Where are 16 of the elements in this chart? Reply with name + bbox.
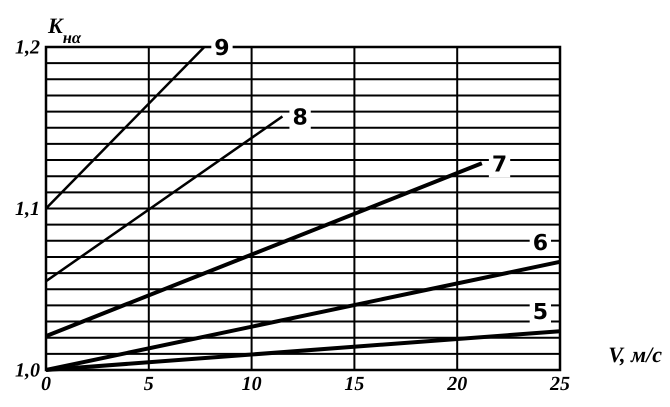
y-tick-label: 1,2 <box>15 36 40 58</box>
y-tick-label: 1,1 <box>15 198 40 220</box>
x-tick-label: 5 <box>144 373 154 396</box>
series-label: 6 <box>532 230 548 256</box>
y-axis-title: K$_{нα}$ <box>47 13 82 46</box>
x-tick-label: 10 <box>242 373 262 396</box>
x-axis-title: V, м/с <box>608 342 662 367</box>
series-label: 5 <box>532 300 548 326</box>
series-label: 8 <box>292 105 308 130</box>
x-tick-label: 15 <box>344 373 364 396</box>
series-label: 7 <box>492 152 508 178</box>
x-tick-label: 20 <box>446 373 468 396</box>
x-tick-label: 0 <box>41 373 51 396</box>
x-tick-label: 25 <box>549 373 570 396</box>
y-tick-label: 1,0 <box>15 359 40 382</box>
series-label: 9 <box>214 36 230 61</box>
